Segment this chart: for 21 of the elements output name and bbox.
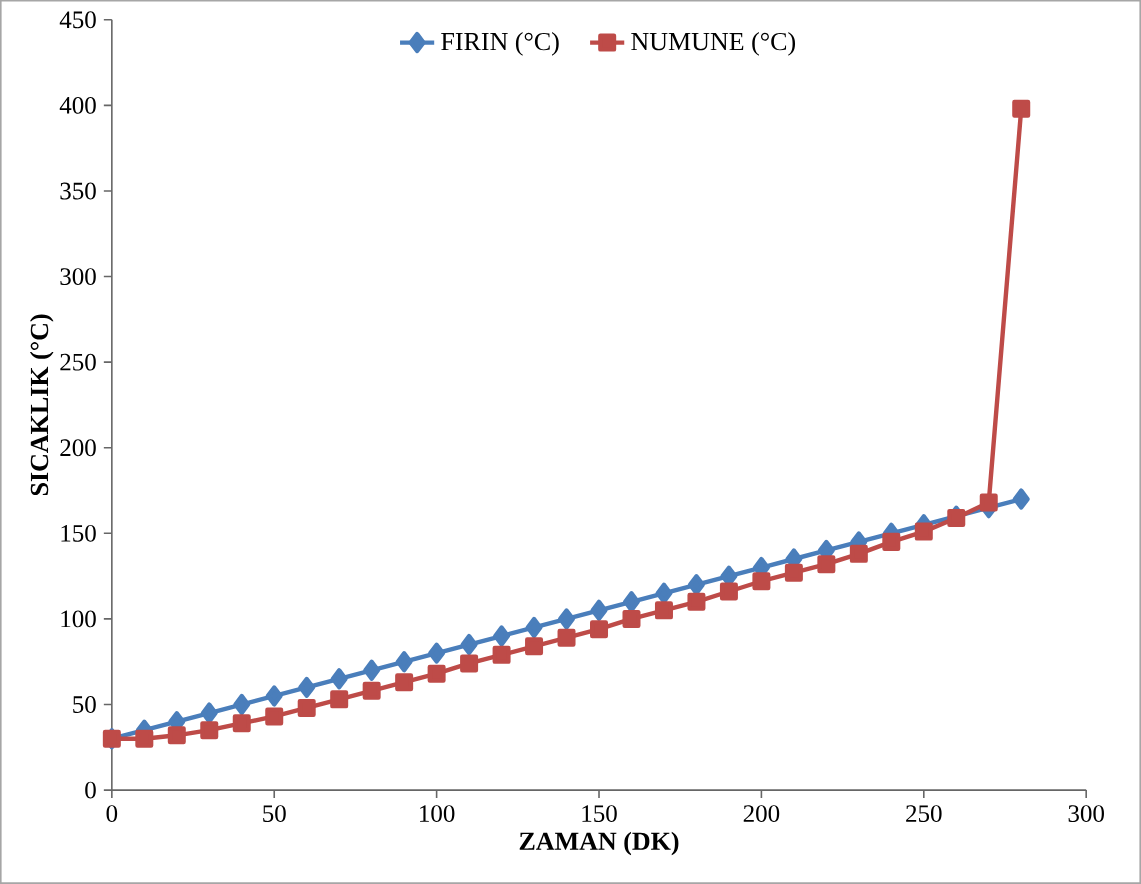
y-tick-label: 350 bbox=[60, 182, 96, 200]
x-tick-label: 200 bbox=[743, 805, 780, 823]
y-tick-label: 200 bbox=[60, 439, 96, 457]
y-tick-label: 50 bbox=[73, 696, 96, 713]
y-axis-title: SICAKLIK (°C) bbox=[29, 314, 54, 496]
x-tick-label: 50 bbox=[263, 805, 286, 823]
x-tick-label: 300 bbox=[1068, 805, 1104, 823]
y-tick-label: 300 bbox=[60, 268, 96, 286]
legend-label: FIRIN (°C) bbox=[441, 32, 559, 56]
x-axis-title: ZAMAN (DK) bbox=[519, 831, 679, 856]
x-tick-label: 100 bbox=[420, 805, 455, 823]
y-tick-label: 150 bbox=[61, 524, 96, 542]
x-tick-label: 250 bbox=[906, 805, 942, 823]
y-tick-label: 100 bbox=[61, 610, 96, 628]
y-tick-label: 450 bbox=[59, 11, 96, 29]
x-tick-label: 0 bbox=[106, 805, 118, 823]
y-tick-label: 250 bbox=[60, 353, 96, 371]
y-tick-label: 400 bbox=[59, 97, 96, 114]
y-tick-label: 0 bbox=[85, 781, 96, 799]
x-tick-label: 150 bbox=[582, 805, 617, 823]
legend-label: NUMUNE (°C) bbox=[631, 32, 796, 56]
